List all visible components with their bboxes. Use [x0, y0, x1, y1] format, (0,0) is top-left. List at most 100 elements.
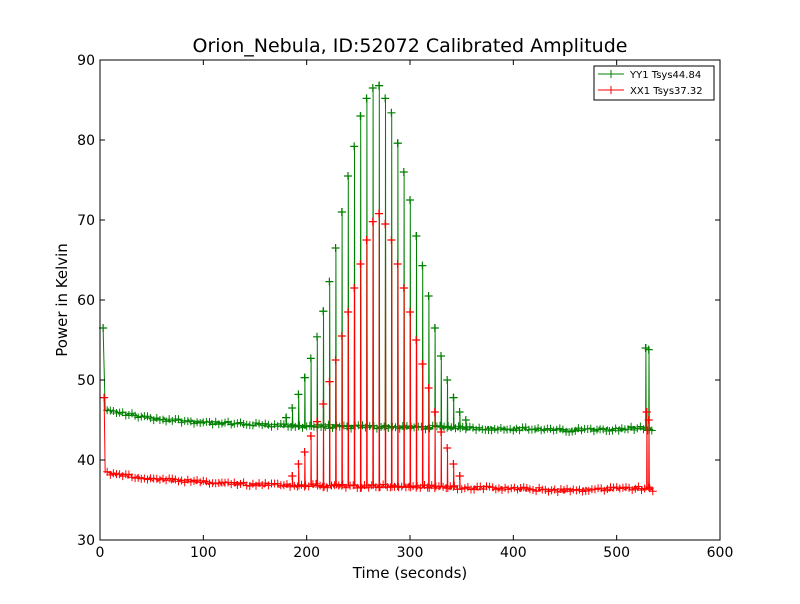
spike-peak-point — [319, 307, 328, 316]
spike-peak-point — [294, 390, 303, 399]
spike-peak-point — [350, 142, 359, 151]
spike-peak-point — [418, 261, 427, 270]
chart-title: Orion_Nebula, ID:52072 Calibrated Amplit… — [193, 35, 628, 57]
spike-peak-point — [100, 393, 109, 402]
data-point — [386, 483, 395, 492]
plot-content — [99, 81, 657, 496]
spike-peak-point — [430, 408, 439, 416]
spike-peak-point — [424, 292, 433, 300]
spike-peak-point — [406, 196, 414, 204]
legend-item-yy1: YY1 Tsys44.84 — [598, 70, 701, 81]
x-tick-label: 300 — [397, 545, 424, 561]
spike-peak-point — [449, 393, 458, 402]
data-point — [343, 422, 351, 431]
data-point — [644, 483, 653, 491]
spike-peak-point — [313, 332, 321, 341]
spike-peak-point — [437, 428, 445, 436]
data-point — [436, 421, 444, 430]
data-point — [430, 484, 439, 493]
data-point — [286, 482, 295, 491]
spike-peak-point — [356, 112, 365, 120]
data-point — [324, 420, 333, 429]
spike-peak-point — [455, 472, 464, 480]
spike-peak-point — [387, 236, 396, 244]
legend-label-xx1: XX1 Tsys37.32 — [630, 86, 703, 97]
spike-peak-point — [362, 236, 371, 244]
spike-peak-point — [642, 408, 651, 416]
data-point — [454, 422, 463, 431]
y-tick-label: 40 — [77, 453, 95, 469]
spike-peak-point — [368, 84, 377, 92]
spike-peak-point — [282, 413, 290, 422]
spike-peak-point — [644, 416, 653, 424]
spike-peak-point — [381, 220, 390, 228]
legend-box — [593, 65, 715, 101]
spike-peak-point — [288, 472, 297, 480]
spike-peak-point — [350, 284, 359, 292]
spike-peak-point — [449, 460, 458, 468]
spike-peak-point — [300, 448, 309, 456]
data-point — [298, 423, 307, 432]
x-tick-label: 500 — [603, 545, 630, 561]
x-tick-label: 400 — [500, 545, 527, 561]
spike-peak-point — [418, 360, 427, 368]
data-point — [447, 423, 456, 432]
data-point — [312, 479, 320, 488]
spike-peak-point — [362, 94, 371, 103]
y-tick-label: 90 — [77, 53, 95, 69]
data-point — [443, 423, 452, 432]
spike-peak-point — [306, 354, 315, 363]
y-tick-label: 60 — [77, 293, 95, 309]
data-point — [379, 480, 388, 489]
data-point — [323, 483, 332, 492]
data-point — [648, 487, 657, 496]
spike-peak-point — [381, 94, 390, 103]
legend: YY1 Tsys44.84 XX1 Tsys37.32 — [593, 65, 715, 101]
spike-peak-point — [393, 139, 402, 148]
y-axis-label: Power in Kelvin — [53, 243, 71, 357]
spike-peak-point — [461, 416, 470, 424]
spike-peak-point — [455, 408, 464, 416]
spike-peak-point — [443, 444, 452, 452]
legend-label-yy1: YY1 Tsys44.84 — [629, 70, 701, 81]
data-point — [449, 482, 458, 491]
spike-peak-point — [294, 460, 303, 468]
spike-peak-point — [337, 332, 346, 340]
data-point — [294, 422, 303, 430]
spike-peak-point — [306, 432, 315, 440]
spike-peak-point — [399, 168, 408, 176]
spike-peak-point — [412, 232, 421, 240]
spike-peak-point — [325, 377, 334, 386]
spike-peak-point — [375, 209, 383, 218]
y-tick-label: 80 — [77, 133, 95, 149]
spike-peak-point — [399, 284, 408, 292]
spike-peak-point — [319, 400, 328, 408]
y-tick-label: 30 — [77, 533, 95, 549]
spike-peak-point — [437, 352, 445, 360]
spike-peak-point — [337, 208, 346, 216]
spike-peak-point — [356, 260, 365, 268]
series-markers-1 — [100, 209, 657, 496]
spike-peak-point — [368, 217, 377, 226]
spike-peak-point — [393, 260, 402, 268]
data-point — [380, 422, 389, 431]
x-tick-label: 0 — [96, 545, 105, 561]
ticks-layer: 0 100 200 300 400 500 600 30 40 50 60 70 80 90 — [77, 53, 733, 561]
legend-item-xx1: XX1 Tsys37.32 — [598, 86, 703, 97]
series-layer — [99, 81, 657, 496]
spike-peak-point — [331, 244, 340, 252]
data-point — [337, 481, 346, 490]
data-point — [279, 420, 288, 429]
y-tick-label: 70 — [77, 213, 95, 229]
spike-peak-point — [344, 308, 352, 316]
spike-peak-point — [331, 356, 340, 364]
spike-peak-point — [375, 81, 383, 90]
x-tick-label: 200 — [293, 545, 320, 561]
spike-peak-point — [387, 108, 396, 117]
spike-peak-point — [344, 172, 352, 180]
spike-peak-point — [288, 404, 297, 412]
data-point — [461, 425, 470, 434]
series-1 — [100, 209, 657, 496]
spike-peak-point — [424, 384, 433, 392]
